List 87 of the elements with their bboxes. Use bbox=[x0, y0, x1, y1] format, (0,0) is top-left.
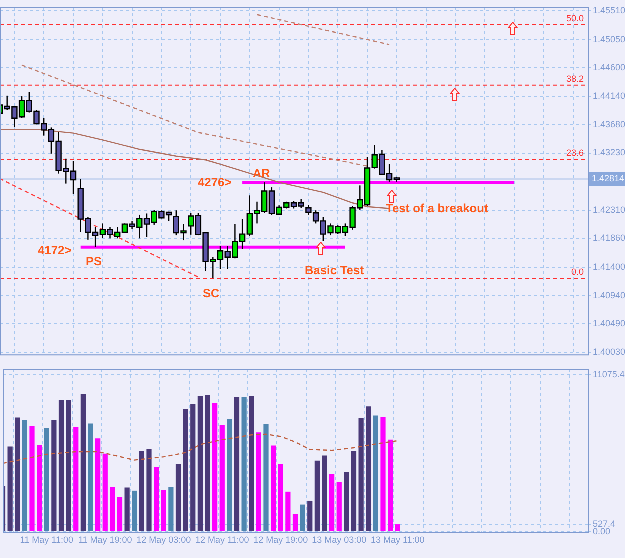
bar bbox=[322, 456, 328, 532]
bar bbox=[161, 490, 166, 532]
y-tick-label: 1.44140 bbox=[593, 91, 625, 102]
y-tick-label: 1.44600 bbox=[593, 62, 625, 72]
bar bbox=[220, 425, 225, 532]
bar bbox=[198, 396, 203, 532]
bar bbox=[242, 397, 247, 532]
bar bbox=[96, 438, 101, 532]
line-series bbox=[2, 434, 398, 464]
bar bbox=[205, 395, 210, 532]
annotation: Test of a breakout bbox=[386, 201, 488, 216]
y-tick-label: 1.40030 bbox=[593, 347, 625, 358]
bar bbox=[74, 427, 79, 532]
annotation: 23.6 bbox=[566, 148, 584, 158]
bar bbox=[278, 464, 284, 532]
bar bbox=[37, 445, 42, 532]
bar bbox=[80, 394, 86, 532]
bar bbox=[388, 440, 394, 532]
bar bbox=[124, 488, 130, 532]
annotation: 38.2 bbox=[566, 74, 584, 84]
bar bbox=[168, 487, 174, 532]
bar bbox=[358, 418, 364, 532]
y-tick-label: 1.41860 bbox=[593, 233, 625, 244]
bar bbox=[139, 450, 144, 532]
annotation: 50.0 bbox=[566, 13, 584, 24]
x-tick-label: 12 May 19:00 bbox=[254, 534, 308, 545]
annotation: 4276> bbox=[198, 175, 232, 190]
bar bbox=[212, 403, 218, 532]
x-tick-label: 13 May 03:00 bbox=[312, 534, 367, 545]
bar bbox=[395, 524, 400, 532]
bar bbox=[88, 424, 94, 532]
x-tick-label: 13 May 11:00 bbox=[370, 534, 425, 545]
y-tick-label: 1.45510 bbox=[593, 6, 625, 16]
annotation: Basic Test bbox=[305, 263, 364, 278]
bar bbox=[314, 460, 320, 532]
bar bbox=[44, 428, 50, 532]
bar bbox=[52, 420, 57, 532]
bar bbox=[344, 472, 350, 532]
x-tick-label: 11 May 19:00 bbox=[78, 534, 132, 545]
bar bbox=[286, 492, 291, 532]
bar bbox=[190, 404, 196, 532]
bar bbox=[15, 418, 20, 532]
y-tick-label: 1.45050 bbox=[593, 34, 625, 44]
bar bbox=[154, 467, 160, 532]
bar bbox=[183, 409, 188, 532]
annotation: PS bbox=[86, 254, 102, 268]
annotation: AR bbox=[253, 166, 271, 180]
bar bbox=[373, 416, 378, 532]
y-tick-label: 1.43230 bbox=[593, 148, 625, 158]
y-tick-label: 11075.4 bbox=[593, 370, 625, 380]
bar bbox=[66, 400, 72, 532]
annotation: 0.0 bbox=[571, 267, 584, 278]
y-tick-label: 1.41400 bbox=[593, 262, 625, 272]
bar bbox=[176, 464, 182, 532]
y-tick-label: 1.40940 bbox=[593, 290, 625, 300]
bar bbox=[117, 497, 123, 532]
bar bbox=[256, 432, 262, 532]
bar bbox=[132, 490, 138, 532]
annotation: SC bbox=[203, 286, 220, 300]
bar bbox=[8, 446, 13, 532]
x-tick-label: 11 May 11:00 bbox=[20, 534, 74, 545]
bar bbox=[22, 420, 28, 532]
bar bbox=[110, 487, 116, 532]
y-tick-label: 1.42310 bbox=[593, 205, 625, 216]
bar bbox=[249, 396, 254, 532]
x-tick-label: 12 May 03:00 bbox=[136, 534, 192, 545]
y-tick-label: 1.43680 bbox=[593, 120, 625, 130]
bar bbox=[366, 406, 372, 532]
bar bbox=[351, 451, 357, 532]
bar bbox=[58, 400, 64, 532]
x-tick-label: 12 May 11:00 bbox=[195, 534, 250, 545]
bar bbox=[264, 424, 269, 532]
bar bbox=[102, 454, 108, 532]
annotation: 4172> bbox=[38, 243, 72, 258]
bar bbox=[300, 504, 306, 532]
bar bbox=[330, 474, 335, 532]
y-tick-label: 1.40490 bbox=[593, 318, 625, 329]
bar bbox=[308, 500, 313, 532]
bar bbox=[292, 514, 298, 532]
bar bbox=[30, 426, 35, 532]
bar bbox=[271, 446, 276, 532]
bar bbox=[234, 397, 240, 532]
bar bbox=[227, 419, 232, 532]
bar bbox=[336, 482, 342, 532]
bar bbox=[146, 449, 152, 532]
ref-line-label: 1.42814 bbox=[592, 174, 625, 184]
bar bbox=[380, 417, 386, 532]
